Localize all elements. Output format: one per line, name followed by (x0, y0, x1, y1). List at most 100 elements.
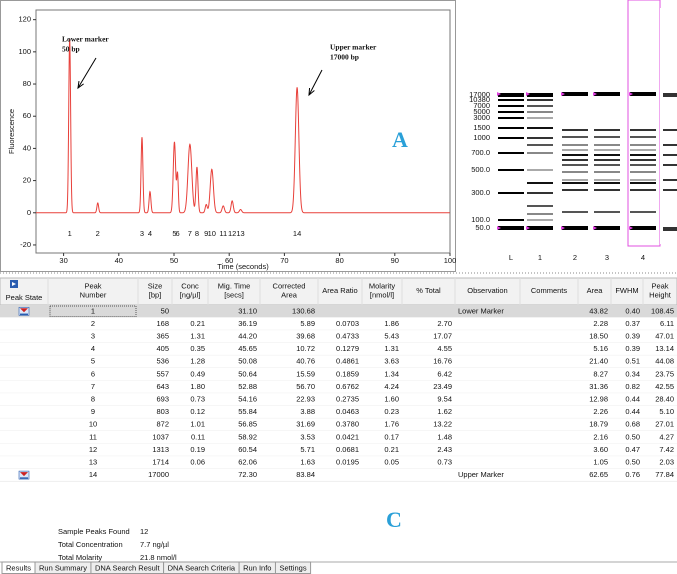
ladder-label: 500.0 (471, 165, 490, 174)
gel-band (594, 159, 620, 161)
ladder-label: 700.0 (471, 148, 490, 157)
tab-label[interactable]: Run Info (243, 563, 271, 572)
table-cell: 0.06 (190, 457, 205, 466)
table-cell: 0.68 (625, 420, 640, 429)
table-cell: 0.44 (625, 407, 640, 416)
gel-band (594, 154, 620, 156)
table-cell: 31.69 (296, 420, 315, 429)
table-cell: 5.10 (659, 407, 674, 416)
table-cell: 1.76 (384, 420, 399, 429)
table-cell: 12 (89, 445, 97, 454)
gel-band (498, 219, 524, 221)
gel-band (630, 211, 656, 213)
table-cell: 0.6762 (336, 382, 359, 391)
gel-band (663, 93, 677, 97)
table-cell: 557 (156, 369, 169, 378)
table-cell: 693 (156, 394, 169, 403)
summary-value: 12 (140, 527, 148, 536)
gel-band (630, 136, 656, 138)
table-cell: 21.40 (589, 357, 608, 366)
table-cell: 58.92 (238, 432, 257, 441)
tab-label[interactable]: Settings (279, 563, 306, 572)
table-cell: 2 (91, 319, 95, 328)
table-cell: 2.43 (437, 445, 452, 454)
table-cell: 12.98 (589, 394, 608, 403)
gel-band (562, 92, 588, 96)
table-cell: 11 (89, 432, 97, 441)
table-cell: 47.01 (655, 331, 674, 340)
y-tick-label: 100 (18, 47, 31, 56)
table-cell: 13 (89, 457, 97, 466)
table-row[interactable] (0, 305, 677, 318)
ladder-label: 1500 (473, 123, 490, 132)
table-cell: 0.51 (625, 357, 640, 366)
gel-band (630, 92, 656, 96)
gel-band (498, 99, 524, 101)
x-tick-label: 70 (280, 256, 288, 265)
table-row[interactable] (0, 469, 677, 482)
peak-number-tag: 12 (228, 229, 236, 238)
table-cell: 23.49 (433, 382, 452, 391)
table-cell: 15.59 (296, 369, 315, 378)
gel-band (630, 189, 656, 191)
table-cell: 2.03 (659, 457, 674, 466)
table-cell: 0.1859 (336, 369, 359, 378)
table-cell: 7.42 (659, 445, 674, 454)
tab-label[interactable]: DNA Search Criteria (168, 563, 236, 572)
x-axis-label: Time (seconds) (217, 262, 269, 271)
gel-band (594, 149, 620, 151)
table-cell: 18.79 (589, 420, 608, 429)
lane-label: 4 (641, 253, 645, 262)
gel-band (527, 213, 553, 215)
table-cell: 4.27 (659, 432, 674, 441)
table-cell: 0.47 (625, 445, 640, 454)
gel-band (594, 171, 620, 173)
table-cell: 1.34 (384, 369, 399, 378)
table-cell: 0.73 (190, 394, 205, 403)
table-cell: 643 (156, 382, 169, 391)
table-cell: 6 (91, 369, 95, 378)
tab-label[interactable]: Run Summary (39, 563, 87, 572)
gel-band (594, 189, 620, 191)
gel-band (527, 205, 553, 207)
table-cell: 0.34 (625, 369, 640, 378)
table-cell: 0.4733 (336, 331, 359, 340)
peak-number-tag: 6 (175, 229, 179, 238)
table-cell: 3.63 (384, 357, 399, 366)
table-cell: 6.42 (437, 369, 452, 378)
table-cell: 17000 (148, 470, 169, 479)
table-cell: 1.31 (384, 344, 399, 353)
y-axis-label: Fluorescence (7, 109, 16, 154)
gel-lane (561, 8, 589, 244)
table-cell: 60.54 (238, 445, 257, 454)
annotation: 17000 bp (330, 53, 359, 62)
gel-band (562, 149, 588, 151)
gel-band (594, 226, 620, 230)
peak-number-tag: 14 (293, 229, 301, 238)
table-cell: 1313 (152, 445, 169, 454)
peak-number-tag: 10 (208, 229, 216, 238)
y-tick-label: 0 (27, 208, 31, 217)
table-cell: 62.65 (589, 470, 608, 479)
gel-band (562, 164, 588, 166)
y-tick-label: 20 (23, 176, 31, 185)
gel-band (527, 117, 553, 119)
gel-band (498, 137, 524, 139)
table-cell: 0.39 (625, 344, 640, 353)
table-cell: 130.68 (292, 306, 315, 315)
gel-band (562, 129, 588, 131)
table-cell: 5 (91, 357, 95, 366)
table-cell: 42.55 (655, 382, 674, 391)
table-cell: 0.44 (625, 394, 640, 403)
tab-label[interactable]: DNA Search Result (95, 563, 161, 572)
tab-label[interactable]: Results (6, 563, 31, 572)
summary-value: 21.8 nmol/l (140, 553, 177, 562)
ladder-label: 300.0 (471, 188, 490, 197)
gel-band (630, 164, 656, 166)
gel-band (630, 182, 656, 184)
table-cell: 3.60 (593, 445, 608, 454)
panel-label: C (386, 507, 402, 532)
summary-label: Total Molarity (58, 553, 102, 562)
table-cell: 0.17 (384, 432, 399, 441)
gel-band (527, 152, 553, 154)
